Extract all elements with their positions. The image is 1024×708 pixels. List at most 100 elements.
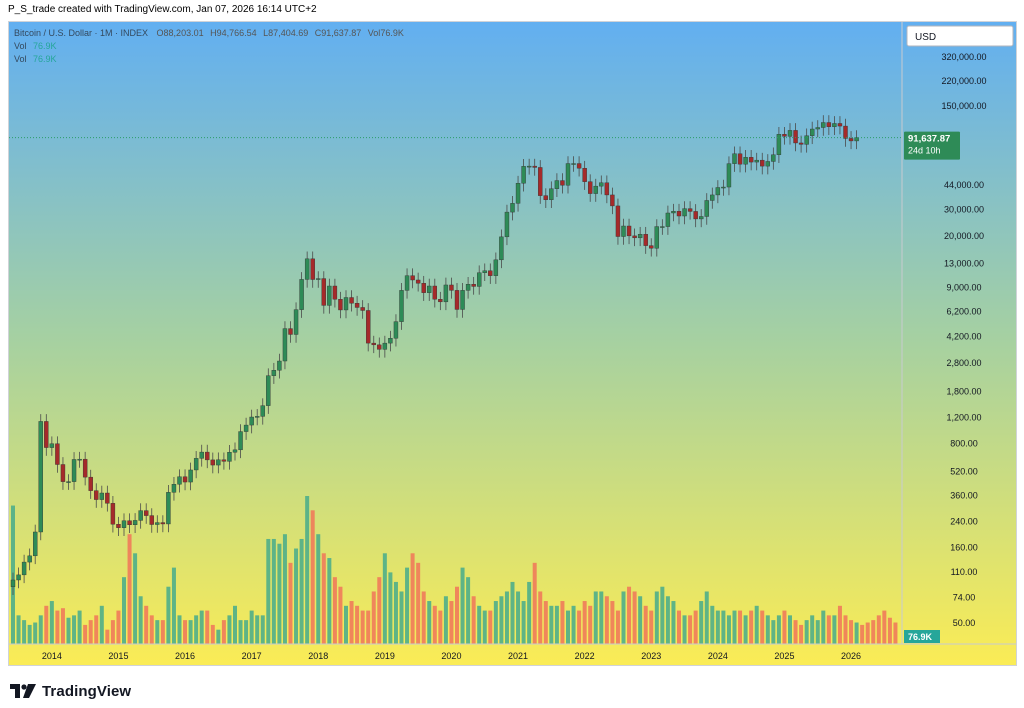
volume-bar: [471, 596, 476, 644]
candle-body: [310, 258, 315, 280]
candle-body: [782, 134, 787, 137]
candle-body: [55, 443, 60, 465]
time-axis[interactable]: 2014 2015 2016 2017 2018 2019 2020 2021 2022 2023…: [42, 651, 861, 661]
candle-body: [687, 208, 693, 212]
candle-body: [271, 370, 277, 376]
volume-bar: [893, 622, 898, 644]
candle-body: [321, 278, 326, 306]
volume-bar: [227, 615, 232, 644]
candle-body: [454, 290, 460, 310]
candle-body: [94, 490, 99, 500]
volume-bar: [299, 538, 304, 644]
legend-low: L87,404.69: [263, 28, 308, 38]
candle-body: [693, 211, 698, 220]
volume-bar: [882, 610, 887, 644]
volume-bar: [77, 610, 82, 644]
candle-body: [238, 431, 243, 451]
candle-body: [105, 492, 110, 504]
candle-body: [149, 515, 154, 525]
candle-body: [538, 167, 543, 196]
volume-bar: [321, 553, 326, 644]
candle-body: [221, 459, 227, 462]
candle-body: [382, 342, 388, 350]
candle-body: [10, 579, 16, 587]
volume-bar: [582, 601, 587, 644]
candle-body: [832, 123, 837, 127]
candle-body: [543, 195, 548, 200]
volume-value-tag: 76.9K: [904, 630, 940, 643]
time-tick-label: 2019: [375, 651, 395, 661]
price-tick-label: 1,200.00: [946, 413, 981, 423]
time-tick-label: 2018: [308, 651, 328, 661]
candle-body: [554, 180, 560, 189]
volume-bar: [532, 562, 537, 644]
candle-body: [787, 130, 793, 137]
time-tick-label: 2014: [42, 651, 62, 661]
volume-bar: [776, 615, 781, 644]
price-tick-label: 6,200.00: [946, 307, 981, 317]
volume-bar: [438, 610, 443, 644]
volume-bar: [266, 538, 271, 644]
currency-button[interactable]: USD: [906, 25, 1014, 47]
candle-body: [715, 187, 721, 196]
volume-bar: [665, 596, 670, 644]
volume-bar: [221, 620, 226, 644]
volume-bar: [488, 610, 493, 644]
candle-body: [188, 469, 193, 483]
candle-body: [127, 520, 132, 526]
candle-body: [277, 360, 282, 371]
volume-bar: [188, 620, 193, 644]
candle-body: [354, 303, 360, 308]
volume-bar: [677, 610, 681, 644]
price-chart[interactable]: 50.00 74.00 110.00 160.00 240.00 360.00 520.00…: [9, 22, 1017, 666]
time-tick-label: 2021: [508, 651, 528, 661]
time-tick-label: 2023: [641, 651, 661, 661]
candle-body: [38, 421, 43, 533]
candle-body: [155, 522, 160, 525]
volume-bar: [238, 620, 243, 644]
price-axis[interactable]: 50.00 74.00 110.00 160.00 240.00 360.00 520.00…: [941, 52, 986, 628]
volume-bar: [682, 615, 687, 644]
candle-body: [327, 285, 332, 306]
candle-body: [316, 278, 321, 280]
volume-bar: [260, 615, 265, 644]
volume-bar: [621, 591, 626, 644]
volume-bar: [127, 534, 132, 644]
vol-row2-value: 76.9K: [33, 54, 57, 64]
volume-bar: [632, 591, 637, 644]
candle-body: [460, 290, 465, 310]
volume-bar: [493, 601, 498, 644]
candle-body: [377, 344, 382, 350]
volume-bar: [688, 615, 693, 644]
candle-body: [582, 168, 587, 182]
candle-body: [676, 211, 682, 217]
volume-bar: [427, 601, 432, 644]
candle-body: [532, 165, 537, 168]
volume-bar: [599, 591, 604, 644]
volume-bar: [99, 605, 104, 644]
volume-bar: [566, 610, 570, 644]
time-tick-label: 2020: [441, 651, 461, 661]
candle-body: [549, 188, 554, 200]
volume-bar: [754, 605, 759, 644]
volume-bar: [216, 629, 221, 644]
volume-bar: [405, 567, 410, 644]
volume-bar: [510, 581, 515, 644]
candle-body: [304, 258, 310, 280]
volume-bar: [377, 577, 382, 644]
volume-bar: [837, 605, 842, 644]
volume-bar: [366, 610, 371, 644]
candle-body: [610, 194, 615, 207]
volume-bar: [810, 615, 815, 644]
candle-body: [754, 159, 759, 163]
price-tick-label: 4,200.00: [946, 332, 981, 342]
candle-body: [399, 290, 404, 322]
volume-bar: [815, 620, 820, 644]
candle-body: [116, 524, 121, 528]
candle-body: [366, 310, 371, 344]
candle-body: [643, 234, 648, 246]
candle-body: [88, 476, 93, 491]
candle-body: [293, 309, 299, 335]
chart-panel[interactable]: 50.00 74.00 110.00 160.00 240.00 360.00 520.00…: [8, 21, 1017, 666]
price-tick-label: 50.00: [953, 618, 976, 628]
